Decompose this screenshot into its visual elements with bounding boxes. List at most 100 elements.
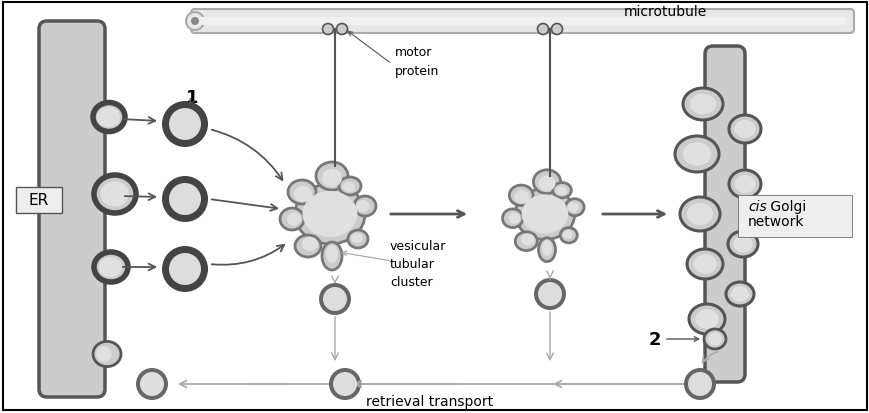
- Ellipse shape: [725, 282, 753, 306]
- Text: 2: 2: [647, 330, 660, 348]
- Ellipse shape: [728, 116, 760, 144]
- Ellipse shape: [295, 185, 365, 244]
- Ellipse shape: [730, 287, 748, 302]
- Ellipse shape: [94, 176, 136, 214]
- Ellipse shape: [98, 108, 120, 128]
- Ellipse shape: [703, 329, 725, 349]
- Ellipse shape: [562, 230, 573, 239]
- Circle shape: [162, 177, 208, 223]
- Ellipse shape: [342, 183, 355, 192]
- Ellipse shape: [294, 187, 312, 202]
- Circle shape: [534, 278, 566, 310]
- Ellipse shape: [682, 143, 711, 166]
- Circle shape: [162, 247, 208, 292]
- Ellipse shape: [565, 199, 583, 216]
- Ellipse shape: [707, 333, 721, 346]
- Ellipse shape: [348, 230, 368, 248]
- Ellipse shape: [541, 241, 552, 256]
- Circle shape: [322, 24, 333, 36]
- Ellipse shape: [96, 347, 111, 362]
- Text: vesicular
tubular
cluster: vesicular tubular cluster: [389, 240, 446, 289]
- Ellipse shape: [100, 257, 122, 277]
- Ellipse shape: [93, 342, 121, 367]
- Ellipse shape: [733, 236, 752, 253]
- Ellipse shape: [322, 242, 342, 271]
- Circle shape: [537, 24, 547, 36]
- Circle shape: [136, 368, 168, 400]
- FancyBboxPatch shape: [199, 18, 845, 26]
- Ellipse shape: [693, 255, 716, 274]
- Ellipse shape: [689, 95, 715, 115]
- Ellipse shape: [502, 209, 522, 228]
- Ellipse shape: [322, 170, 342, 188]
- Circle shape: [191, 18, 199, 26]
- Ellipse shape: [560, 228, 577, 243]
- Circle shape: [169, 183, 201, 216]
- Ellipse shape: [295, 235, 321, 257]
- Circle shape: [186, 13, 203, 31]
- Ellipse shape: [514, 232, 537, 251]
- Circle shape: [551, 24, 562, 36]
- Ellipse shape: [287, 213, 301, 226]
- Circle shape: [140, 372, 164, 396]
- Ellipse shape: [98, 258, 117, 277]
- Ellipse shape: [727, 231, 757, 257]
- Ellipse shape: [507, 213, 520, 224]
- Ellipse shape: [728, 171, 760, 199]
- Ellipse shape: [350, 233, 362, 243]
- Ellipse shape: [687, 204, 713, 225]
- Ellipse shape: [326, 245, 338, 263]
- Ellipse shape: [280, 209, 303, 230]
- Circle shape: [537, 282, 561, 306]
- Ellipse shape: [733, 121, 754, 139]
- Circle shape: [328, 368, 361, 400]
- Circle shape: [333, 372, 356, 396]
- Circle shape: [169, 254, 201, 285]
- Ellipse shape: [567, 203, 578, 213]
- Ellipse shape: [514, 189, 574, 240]
- Ellipse shape: [552, 183, 571, 198]
- Text: retrieval transport: retrieval transport: [366, 394, 493, 408]
- FancyBboxPatch shape: [191, 10, 853, 34]
- Ellipse shape: [514, 191, 529, 204]
- Circle shape: [162, 102, 208, 147]
- Ellipse shape: [533, 171, 560, 194]
- Ellipse shape: [521, 234, 534, 246]
- FancyBboxPatch shape: [737, 195, 851, 237]
- Ellipse shape: [694, 309, 718, 329]
- Ellipse shape: [508, 186, 533, 206]
- Ellipse shape: [674, 137, 718, 173]
- Text: motor
protein: motor protein: [395, 46, 439, 77]
- Ellipse shape: [354, 197, 375, 216]
- Circle shape: [322, 287, 347, 311]
- Circle shape: [687, 372, 711, 396]
- Ellipse shape: [302, 192, 357, 237]
- Ellipse shape: [680, 197, 720, 231]
- Ellipse shape: [101, 182, 129, 207]
- Circle shape: [319, 283, 350, 315]
- Ellipse shape: [288, 180, 315, 204]
- Circle shape: [336, 24, 347, 36]
- Text: microtubule: microtubule: [623, 5, 706, 19]
- Ellipse shape: [302, 237, 318, 252]
- Ellipse shape: [315, 163, 348, 190]
- Ellipse shape: [94, 252, 128, 282]
- Circle shape: [169, 109, 201, 141]
- Ellipse shape: [682, 89, 722, 121]
- Ellipse shape: [538, 238, 555, 262]
- Ellipse shape: [100, 183, 123, 206]
- Circle shape: [683, 368, 715, 400]
- Ellipse shape: [339, 178, 361, 195]
- Text: 1: 1: [186, 89, 198, 107]
- Ellipse shape: [538, 176, 555, 192]
- Text: Golgi: Golgi: [765, 199, 806, 214]
- Ellipse shape: [687, 249, 722, 279]
- Ellipse shape: [521, 195, 567, 234]
- FancyBboxPatch shape: [16, 188, 62, 214]
- Text: ER: ER: [29, 193, 49, 208]
- Ellipse shape: [356, 201, 369, 212]
- Ellipse shape: [97, 109, 115, 126]
- Ellipse shape: [733, 176, 754, 194]
- Ellipse shape: [93, 103, 125, 132]
- Ellipse shape: [555, 188, 566, 196]
